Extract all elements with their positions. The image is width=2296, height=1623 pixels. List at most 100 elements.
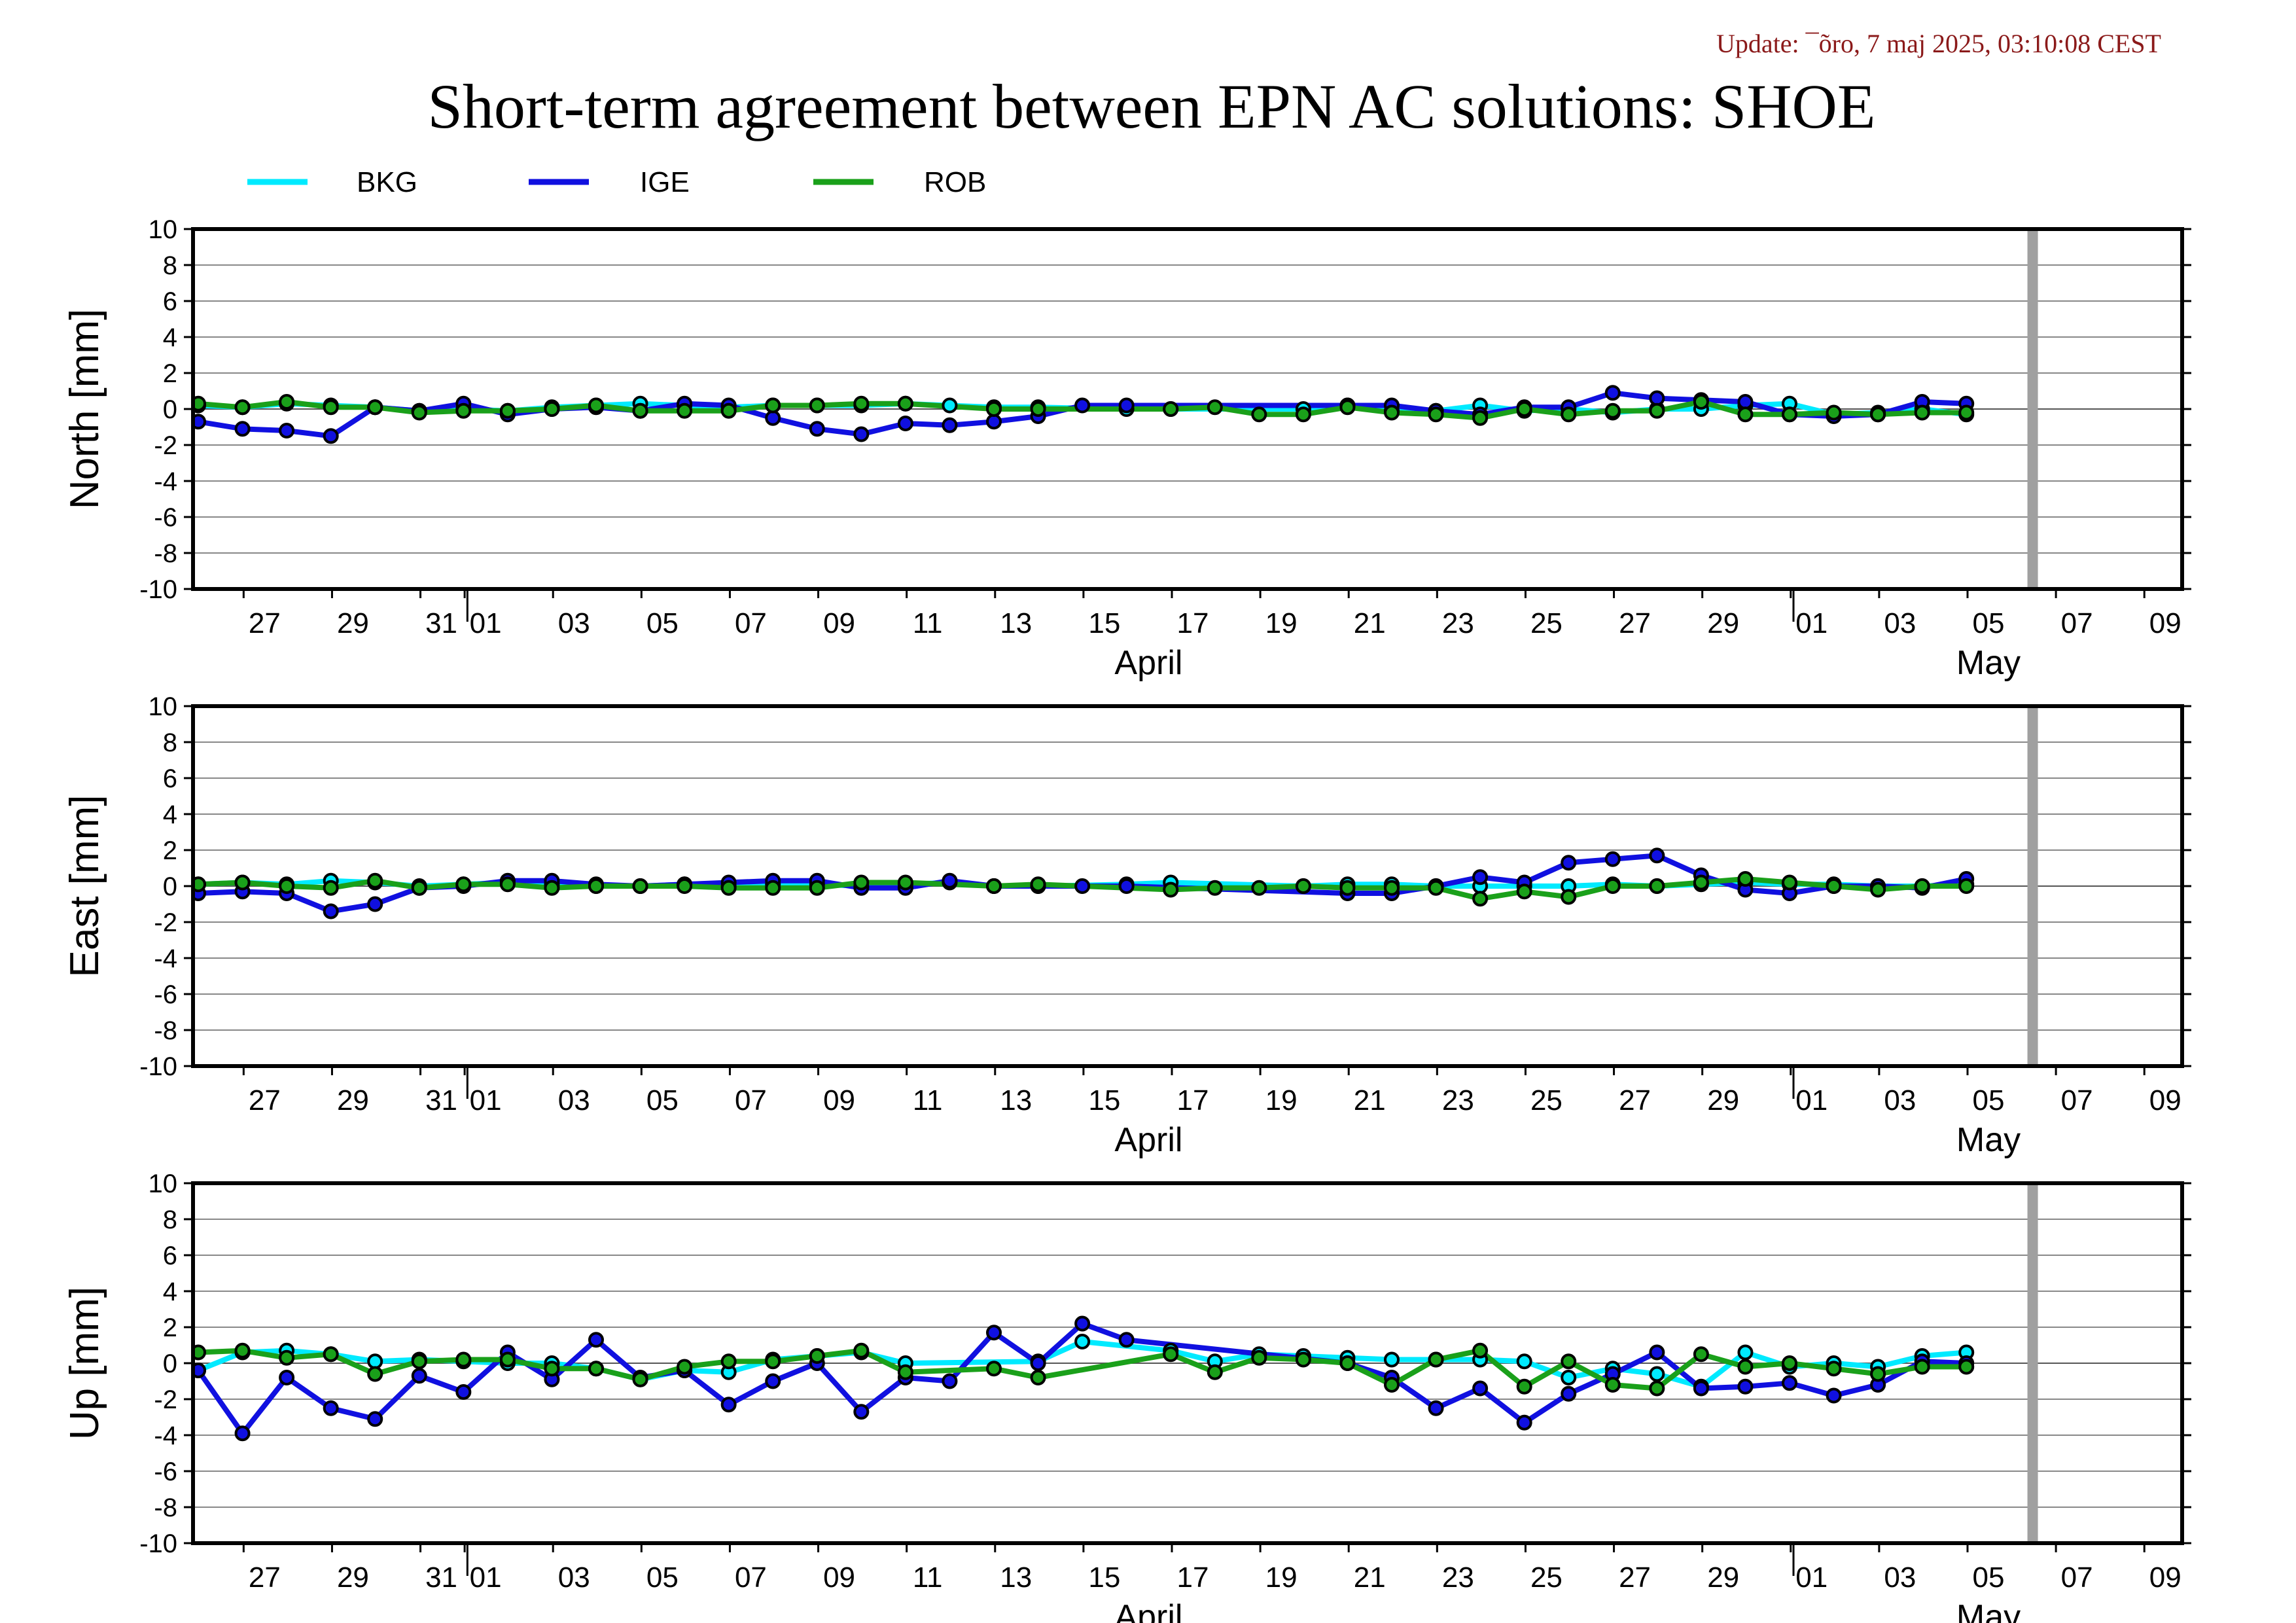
data-point-bkg <box>1384 1351 1400 1368</box>
data-point-ige <box>1074 1315 1091 1332</box>
y-tick-label: 10 <box>149 692 178 721</box>
data-point-rob <box>1870 1366 1886 1382</box>
data-point-rob <box>544 401 560 417</box>
y-tick-label: -4 <box>154 944 177 973</box>
data-point-bkg <box>1649 1366 1665 1382</box>
data-point-ige <box>1074 878 1091 894</box>
data-point-rob <box>1737 1359 1754 1375</box>
data-point-rob <box>1472 410 1489 426</box>
data-point-ige <box>323 1400 339 1416</box>
data-point-rob <box>1958 404 1975 421</box>
data-point-ige <box>1561 855 1577 871</box>
data-point-rob <box>1030 401 1046 417</box>
data-point-rob <box>1782 1355 1797 1371</box>
data-point-ige <box>853 426 870 442</box>
data-point-rob <box>1516 1378 1532 1395</box>
x-tick-label: 07 <box>2061 1561 2093 1594</box>
x-tick-label: 17 <box>1177 607 1209 639</box>
y-tick-label: 4 <box>163 800 177 829</box>
data-point-rob <box>1693 1346 1709 1363</box>
y-tick-label: 0 <box>163 872 177 901</box>
x-tick-label: 19 <box>1265 607 1298 639</box>
x-tick-label: 15 <box>1088 607 1120 639</box>
data-point-ige <box>1118 397 1135 414</box>
y-tick-label: -10 <box>139 1052 177 1081</box>
data-point-rob <box>1251 406 1267 423</box>
data-point-rob <box>544 880 560 896</box>
data-point-bkg <box>367 1353 383 1370</box>
data-point-rob <box>1384 880 1400 896</box>
data-point-rob <box>588 878 604 894</box>
data-point-ige <box>720 1397 737 1413</box>
x-tick-label: 23 <box>1442 1084 1474 1116</box>
data-point-bkg <box>1561 1370 1577 1385</box>
data-point-rob <box>588 397 604 414</box>
data-point-ige <box>193 414 206 430</box>
data-point-rob <box>455 1351 472 1368</box>
x-tick-label: 29 <box>337 1084 369 1116</box>
x-tick-label: 15 <box>1088 1561 1120 1594</box>
data-point-rob <box>1472 1342 1489 1359</box>
y-tick-label: 4 <box>163 323 177 352</box>
data-point-ige <box>279 1370 295 1385</box>
data-point-rob <box>1693 394 1709 410</box>
data-point-rob <box>809 880 825 896</box>
data-point-rob <box>1737 871 1754 887</box>
data-point-rob <box>986 878 1002 894</box>
x-tick-label: 29 <box>337 1561 369 1594</box>
x-tick-label: 19 <box>1265 1084 1298 1116</box>
y-tick-label: -6 <box>154 503 177 532</box>
data-point-rob <box>1472 891 1489 907</box>
data-point-ige <box>367 896 383 912</box>
data-point-rob <box>234 399 251 416</box>
data-point-rob <box>720 402 737 419</box>
data-point-ige <box>411 1368 427 1384</box>
data-point-rob <box>323 399 339 416</box>
data-point-rob <box>720 880 737 896</box>
plot-frame <box>191 704 2184 1068</box>
data-point-ige <box>323 903 339 919</box>
x-tick-label: 21 <box>1354 1084 1386 1116</box>
x-tick-label: 09 <box>2149 607 2181 639</box>
data-point-rob <box>499 1351 516 1368</box>
data-point-rob <box>1870 406 1886 423</box>
data-point-rob <box>1163 1346 1179 1363</box>
data-point-rob <box>677 1359 693 1375</box>
data-point-rob <box>234 874 251 891</box>
y-tick-label: -4 <box>154 1421 177 1450</box>
data-point-rob <box>499 876 516 893</box>
data-point-rob <box>1516 883 1532 900</box>
data-point-rob <box>1649 402 1665 419</box>
data-point-rob <box>279 878 295 894</box>
x-tick-label: 01 <box>470 607 502 639</box>
x-tick-label: 07 <box>2061 607 2093 639</box>
data-point-rob <box>411 1353 427 1370</box>
up-panel: 10 8 6 4 2 0 -2 -4 -6 -8 -10 27 29 31 01 03 05 07 09 11 13 15… <box>62 1169 2191 1623</box>
data-point-ige <box>1472 1380 1489 1397</box>
data-point-ige <box>765 1373 781 1389</box>
x-tick-label: 27 <box>1619 1561 1651 1594</box>
data-point-rob <box>1428 1351 1444 1368</box>
data-point-ige <box>1472 869 1489 885</box>
data-point-rob <box>1030 1370 1046 1385</box>
data-point-ige <box>942 872 958 889</box>
month-label: April <box>1114 1598 1182 1623</box>
data-point-ige <box>323 428 339 444</box>
data-point-rob <box>809 397 825 414</box>
data-point-rob <box>1958 878 1975 894</box>
x-tick-label: 29 <box>1707 1084 1739 1116</box>
data-point-rob <box>1914 1359 1930 1375</box>
month-label: May <box>1956 1598 2021 1623</box>
data-point-rob <box>1163 401 1179 417</box>
y-tick-label: -10 <box>139 575 177 604</box>
data-point-rob <box>897 874 913 891</box>
data-point-bkg <box>942 397 958 414</box>
data-point-rob <box>1782 406 1797 423</box>
data-point-rob <box>1561 406 1577 423</box>
update-timestamp: Update: ¯õro, 7 maj 2025, 03:10:08 CEST <box>1716 29 2161 58</box>
data-point-rob <box>1604 402 1621 419</box>
x-tick-label: 27 <box>249 1561 281 1594</box>
data-point-rob <box>411 880 427 896</box>
x-tick-label: 07 <box>735 607 767 639</box>
